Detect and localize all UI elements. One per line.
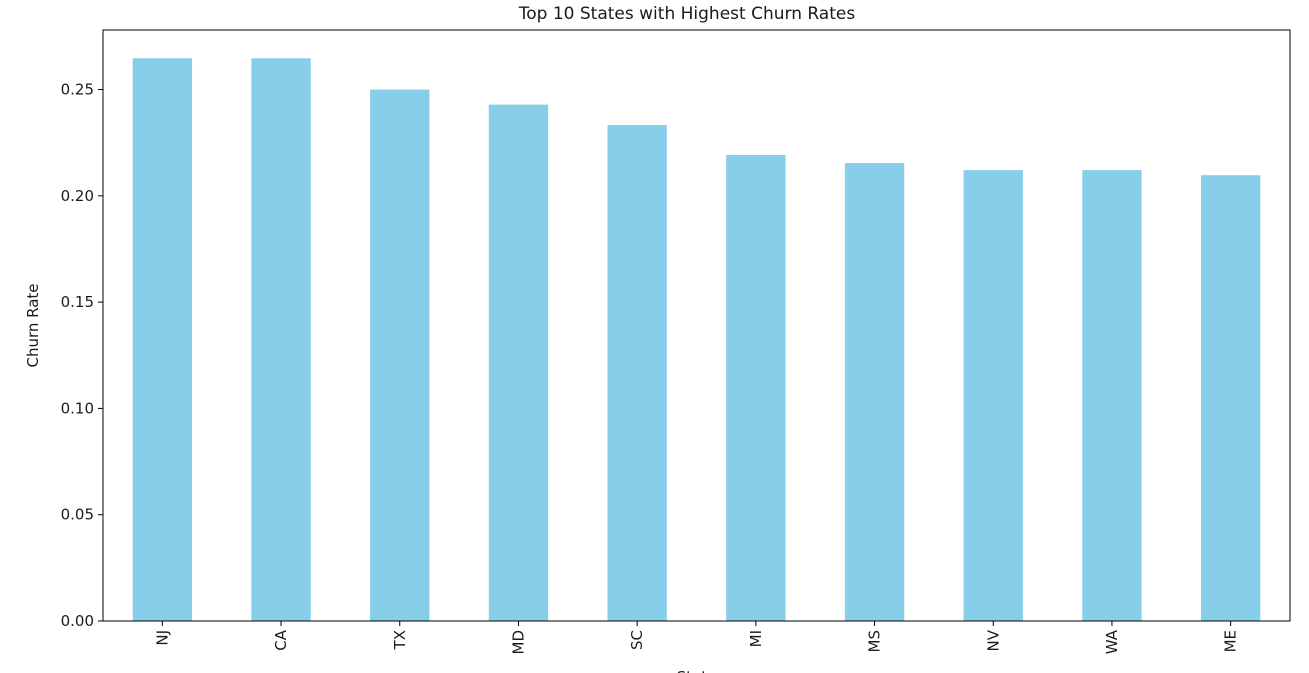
x-tick-label-sc: SC	[628, 630, 646, 650]
y-axis-title: Churn Rate	[24, 283, 42, 367]
bar-nj	[132, 58, 193, 621]
bar-ms	[844, 163, 905, 621]
bar-nv	[963, 170, 1023, 622]
x-tick-label-wa: WA	[1103, 629, 1121, 654]
x-tick-label-ca: CA	[272, 629, 290, 650]
y-tick-label: 0.05	[61, 506, 94, 524]
x-tick-label-mi: MI	[747, 630, 765, 647]
bar-wa	[1082, 170, 1142, 622]
y-tick-label: 0.20	[61, 187, 94, 205]
y-tick-label: 0.10	[61, 399, 94, 417]
x-tick-label-tx: TX	[391, 630, 409, 650]
bar-ca	[251, 58, 311, 621]
chart-title: Top 10 States with Highest Churn Rates	[518, 4, 856, 24]
bar-md	[488, 104, 549, 621]
y-axis-ticks: 0.00 0.05 0.10 0.15 0.20 0.25	[61, 81, 103, 630]
bar-sc	[607, 125, 667, 621]
x-tick-label-me: ME	[1222, 630, 1240, 652]
x-axis-title: State	[677, 668, 717, 673]
x-tick-label-md: MD	[509, 630, 527, 655]
x-axis-ticks: NJ CA TX MD SC MI MS NV WA ME	[153, 621, 1240, 655]
plot-area-frame	[102, 29, 1291, 622]
x-tick-label-ms: MS	[866, 630, 884, 652]
y-tick-label: 0.00	[61, 612, 94, 630]
bar-me	[1200, 175, 1261, 621]
x-tick-label-nv: NV	[984, 629, 1002, 651]
bars-group	[132, 58, 1261, 622]
y-tick-label: 0.15	[61, 293, 94, 311]
bar-tx	[370, 89, 430, 622]
bar-mi	[726, 155, 786, 622]
x-tick-label-nj: NJ	[153, 630, 171, 646]
y-tick-label: 0.25	[61, 81, 94, 99]
